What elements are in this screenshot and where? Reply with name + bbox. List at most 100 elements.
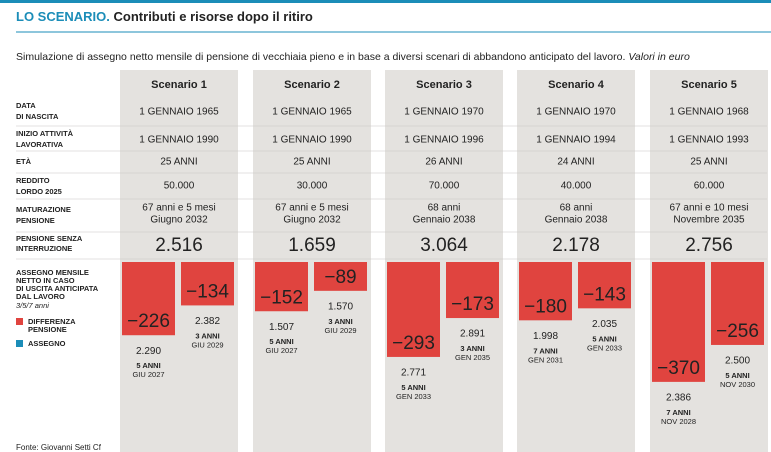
column-bg [120,70,238,452]
exit-date: GEN 2033 [587,343,622,352]
difference-label: −226 [127,311,170,332]
scenario-name: Scenario 3 [416,79,472,91]
exit-years: 3 ANNI [460,344,484,353]
exit-date: GEN 2031 [528,355,563,364]
maturation: 67 anni e 5 mesi [275,203,348,214]
allowance: 2.771 [401,368,426,379]
maturation: Gennaio 2038 [413,215,476,226]
birth: 1 GENNAIO 1965 [272,107,352,118]
exit-years: 3 ANNI [328,317,352,326]
legend-label: PENSIONE [28,325,67,334]
exit-date: NOV 2030 [720,380,755,389]
pension: 3.064 [420,235,468,256]
pension: 2.756 [685,235,733,256]
income: 40.000 [561,181,592,192]
row-label: DI NASCITA [16,112,59,121]
difference-label: −293 [392,333,435,354]
row-label: PENSIONE [16,216,55,225]
difference-bar [519,262,572,321]
difference-bar [314,262,367,291]
difference-bar [255,262,308,312]
allowance: 2.891 [460,329,485,340]
income: 60.000 [694,181,725,192]
allowance: 2.500 [725,356,750,367]
exit-years: 5 ANNI [592,334,616,343]
allowance: 1.507 [269,322,294,333]
difference-label: −370 [657,358,700,379]
allowance: 2.382 [195,316,220,327]
difference-bar [446,262,499,319]
difference-bar [652,262,705,382]
subtitle-note: Valori in euro [628,51,690,63]
start: 1 GENNAIO 1994 [536,135,616,146]
scenario-name: Scenario 5 [681,79,737,91]
pension: 2.516 [155,235,203,256]
legend-label: ASSEGNO [28,339,66,348]
allowance: 2.386 [666,393,691,404]
maturation: Giugno 2032 [283,215,341,226]
exit-date: GEN 2033 [396,392,431,401]
birth: 1 GENNAIO 1965 [139,107,219,118]
row-label: LORDO 2025 [16,187,62,196]
exit-date: GIU 2029 [324,326,356,335]
age: 26 ANNI [425,157,462,168]
exit-years: 3 ANNI [195,331,219,340]
maturation: 68 anni [560,203,593,214]
pension: 2.178 [552,235,600,256]
maturation: Giugno 2032 [150,215,208,226]
start: 1 GENNAIO 1996 [404,135,484,146]
subtitle: Simulazione di assegno netto mensile di … [16,51,690,63]
exit-label: DAL LAVORO [16,292,65,301]
difference-label: −256 [716,321,759,342]
title-lead: LO SCENARIO. [16,9,110,24]
exit-date: GIU 2029 [191,340,223,349]
exit-label: ASSEGNO MENSILE [16,268,89,277]
start: 1 GENNAIO 1993 [669,135,749,146]
exit-years: 3/5/7 anni [16,301,49,310]
income: 50.000 [164,181,195,192]
exit-date: GEN 2035 [455,353,490,362]
difference-bar [181,262,234,306]
income: 70.000 [429,181,460,192]
exit-date: GIU 2027 [265,346,297,355]
exit-years: 7 ANNI [666,408,690,417]
title: LO SCENARIO. Contributi e risorse dopo i… [16,9,313,24]
row-label: INTERRUZIONE [16,244,72,253]
difference-label: −134 [186,281,229,302]
scenario-name: Scenario 1 [151,79,207,91]
age: 25 ANNI [690,157,727,168]
row-label: INIZIO ATTIVITÀ [16,129,74,138]
maturation: 67 anni e 10 mesi [670,203,749,214]
exit-years: 5 ANNI [725,371,749,380]
row-label: PENSIONE SENZA [16,234,83,243]
income: 30.000 [297,181,328,192]
birth: 1 GENNAIO 1968 [669,107,749,118]
legend-swatch [16,340,23,347]
difference-label: −180 [524,296,567,317]
difference-label: −89 [324,267,356,288]
difference-label: −173 [451,294,494,315]
age: 25 ANNI [160,157,197,168]
pension: 1.659 [288,235,336,256]
allowance: 2.290 [136,346,161,357]
exit-date: NOV 2028 [661,417,696,426]
row-label: LAVORATIVA [16,140,64,149]
column-bg [650,70,768,452]
birth: 1 GENNAIO 1970 [404,107,484,118]
exit-years: 5 ANNI [401,383,425,392]
maturation: 68 anni [428,203,461,214]
difference-bar [387,262,440,357]
allowance: 1.998 [533,331,558,342]
exit-date: GIU 2027 [132,370,164,379]
exit-label: DI USCITA ANTICIPATA [16,284,99,293]
row-label: REDDITO [16,176,50,185]
allowance: 1.570 [328,301,353,312]
exit-years: 7 ANNI [533,346,557,355]
maturation: Novembre 2035 [673,215,745,226]
title-main: Contributi e risorse dopo il ritiro [114,9,313,24]
column-bg [517,70,635,452]
age: 25 ANNI [293,157,330,168]
row-label: DATA [16,101,36,110]
difference-bar [578,262,631,309]
